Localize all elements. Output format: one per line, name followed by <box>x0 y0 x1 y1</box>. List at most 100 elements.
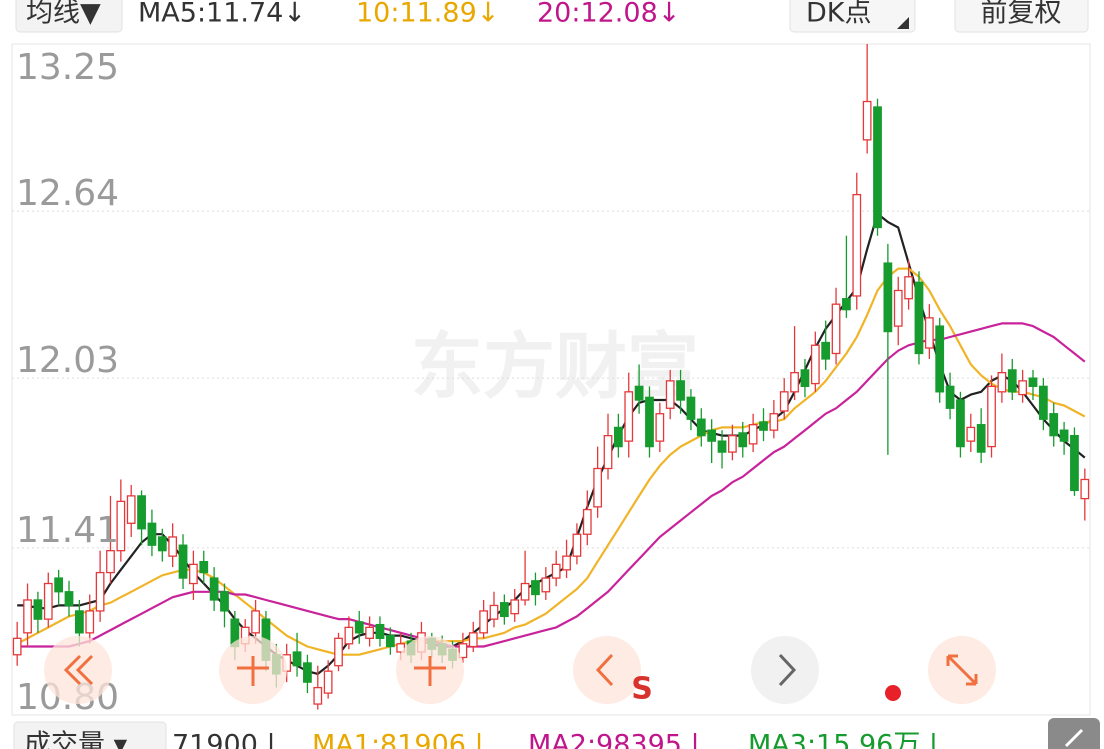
candle-body <box>676 380 685 401</box>
candle-body <box>375 623 385 639</box>
candle-body <box>510 599 520 615</box>
volume-button[interactable] <box>13 721 167 749</box>
candle-body <box>613 426 623 448</box>
y-tick-label: 11.41 <box>16 510 119 551</box>
candle-body <box>116 500 126 552</box>
candle-body <box>137 495 146 530</box>
candle-body <box>987 385 996 448</box>
candle-body <box>520 582 530 601</box>
candle-body <box>686 396 696 420</box>
candle-body <box>344 626 354 645</box>
volume-legend-item: MA3:15.96万 | <box>748 730 938 749</box>
candle-body <box>707 429 717 442</box>
ma-legend-item: 10:11.89↓ <box>356 0 499 29</box>
candle-body <box>157 536 167 552</box>
candle-body <box>365 626 374 639</box>
candle-body <box>303 662 312 683</box>
y-tick-label: 12.64 <box>16 173 119 214</box>
dk-button-label: DK点 <box>806 0 872 29</box>
candle-body <box>1038 385 1048 420</box>
candle-body <box>572 533 582 557</box>
candle-body <box>64 591 74 607</box>
watermark: 东方财富 <box>411 325 699 409</box>
candle-body <box>220 591 229 612</box>
volume-legend-item: 71900 | <box>172 730 276 749</box>
dk-button[interactable] <box>789 0 916 33</box>
candle-body <box>199 560 209 574</box>
candle-body <box>551 563 561 579</box>
candle-body <box>95 571 105 612</box>
candle-body <box>1018 380 1028 396</box>
s-marker: S <box>631 672 653 707</box>
cross-icon-2 <box>414 656 446 686</box>
candle-body <box>634 385 644 401</box>
candle-body <box>74 610 84 634</box>
candle-body <box>178 544 188 579</box>
candle-body <box>313 686 323 705</box>
candle-body <box>479 610 489 634</box>
candle-body <box>1059 429 1069 442</box>
cross-icon <box>237 656 269 686</box>
candle-body <box>728 434 737 453</box>
candle-body <box>945 385 955 409</box>
candle-body <box>831 303 841 355</box>
candle-body <box>904 276 913 300</box>
candle-body <box>292 651 302 667</box>
volume-legend-item: MA2:98395 | <box>528 730 700 749</box>
next-button[interactable] <box>751 636 819 704</box>
ma-button[interactable] <box>15 0 123 33</box>
candle-body <box>323 670 333 694</box>
ma-legend-item: 20:12.08↓ <box>537 0 680 29</box>
candle-body <box>1070 434 1079 492</box>
candle-body <box>738 432 748 448</box>
candle-body <box>168 536 178 557</box>
candle-body <box>385 634 395 648</box>
candle-body <box>655 413 665 442</box>
candle-body <box>251 610 260 634</box>
candle-body <box>189 563 198 585</box>
candle-body <box>769 413 779 431</box>
candle-body <box>779 391 789 412</box>
candle-body <box>883 262 893 333</box>
candle-body <box>976 424 986 453</box>
candle-body <box>810 344 820 385</box>
candle-body <box>582 508 592 535</box>
ma-button-label: 均线▼ <box>26 0 101 29</box>
candle-body <box>23 599 32 634</box>
candle-body <box>862 100 872 141</box>
red-dot <box>885 685 901 701</box>
candle-body <box>54 577 64 593</box>
candle-body <box>997 372 1007 393</box>
candle-body <box>821 341 831 360</box>
candle-body <box>209 577 219 601</box>
y-tick-label: 13.25 <box>16 47 119 88</box>
candle-body <box>717 440 727 453</box>
ma-legend: MA5:11.74↓ 10:11.89↓ 20:12.08↓ <box>138 0 680 29</box>
volume-legend: 71900 | MA1:81906 | MA2:98395 | MA3:15.96万 … <box>172 730 938 749</box>
candle-body <box>489 604 499 620</box>
prev-icon <box>595 653 614 687</box>
candle-body <box>541 577 551 593</box>
adjust-button[interactable] <box>954 0 1089 33</box>
prev-button[interactable] <box>573 636 641 704</box>
candle-body <box>893 289 903 327</box>
candle-body <box>334 637 343 667</box>
candle-body <box>85 610 95 634</box>
candle-body <box>873 106 882 229</box>
candle-body <box>759 421 768 431</box>
candle-body <box>126 495 136 524</box>
collapse-icon <box>1064 728 1084 748</box>
candle-body <box>842 298 851 311</box>
expand-icon <box>946 654 978 686</box>
candle-body <box>531 580 540 596</box>
y-tick-label: 12.03 <box>16 340 119 381</box>
candle-body <box>800 369 810 387</box>
candle-body <box>624 391 634 442</box>
next-icon <box>778 653 797 687</box>
candle-body <box>935 325 945 393</box>
candle-body <box>956 399 965 448</box>
collapse-button[interactable] <box>1048 718 1100 749</box>
candle-body <box>593 467 603 508</box>
